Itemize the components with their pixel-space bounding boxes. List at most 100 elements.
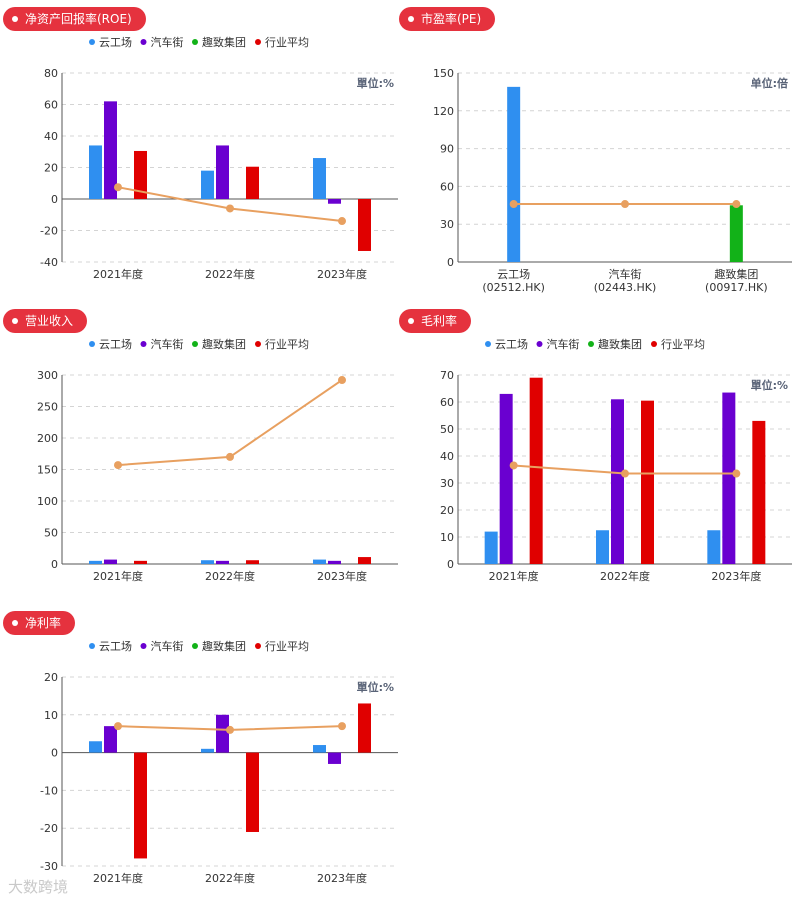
gross-bar-s1-c1 <box>611 399 624 564</box>
roe-legend-label-0: 云工场 <box>99 35 132 49</box>
pe-xtick-0: 云工场(02512.HK) <box>482 267 545 294</box>
gross-legend-label-3: 行业平均 <box>661 338 705 351</box>
gross-ytick-5: 50 <box>440 423 454 436</box>
roe-xtick-0: 2021年度 <box>93 267 143 281</box>
net-legend-label-0: 云工场 <box>99 639 132 653</box>
roe-legend[interactable]: 云工场 汽车街 趣致集团 行业平均 <box>89 35 309 49</box>
gross-margin-title-pill: 毛利率 <box>399 309 472 333</box>
revenue-bar-s3-c2 <box>358 557 371 564</box>
revenue-ytick-3: 150 <box>37 464 58 477</box>
gross-legend-label-2: 趣致集团 <box>598 337 642 351</box>
pe-bar-2 <box>729 205 743 262</box>
gross-avg-point-2 <box>732 469 741 478</box>
roe-ytick-2: 0 <box>51 193 58 206</box>
net-legend-dot-3 <box>255 643 261 649</box>
roe-bar-s0-c2 <box>313 158 326 199</box>
roe-bar-s3-c0 <box>134 150 147 199</box>
net-ytick-5: 20 <box>44 671 58 684</box>
net-xtick-1: 2022年度 <box>205 871 255 885</box>
gross-bar-s3-c0 <box>529 377 543 564</box>
roe-legend-label-1: 汽车街 <box>151 35 184 49</box>
gross-xtick-2: 2023年度 <box>711 569 761 583</box>
revenue-avg-point-0 <box>114 461 122 470</box>
roe-ytick-4: 40 <box>44 130 58 143</box>
revenue-legend-label-2: 趣致集团 <box>202 337 246 351</box>
net-ytick-1: -20 <box>40 822 58 835</box>
net-bar-s3-c0 <box>134 752 147 859</box>
roe-legend-dot-1 <box>140 39 147 45</box>
roe-ytick-3: 20 <box>44 162 58 175</box>
pe-xtick-1: 汽车街(02443.HK) <box>594 267 657 294</box>
roe-bar-s0-c0 <box>89 145 102 199</box>
revenue-xtick-0: 2021年度 <box>93 569 143 583</box>
revenue-chart-panel: 营业收入 云工场 汽车街 趣致集团 行业平均 0 50 100 150 200 250 300 202… <box>0 302 398 602</box>
gross-legend-label-0: 云工场 <box>495 337 528 351</box>
pe-avg-point-2 <box>732 200 741 209</box>
revenue-legend-dot-2 <box>192 341 198 347</box>
gross-legend[interactable]: 云工场 汽车街 趣致集团 行业平均 <box>485 337 705 351</box>
gross-ytick-4: 40 <box>440 450 454 463</box>
revenue-ytick-4: 200 <box>37 432 58 445</box>
net-margin-chart-svg: 云工场 汽车街 趣致集团 行业平均 -30 -20 -10 0 10 20 單位:% 2021年度 20… <box>40 639 398 885</box>
gross-ytick-6: 60 <box>440 396 454 409</box>
gross-margin-chart-panel: 毛利率 云工场 汽车街 趣致集团 行业平均 0 10 20 30 40 50 60 70 單位:% 202… <box>396 302 792 602</box>
pe-ytick-1: 30 <box>440 218 454 231</box>
gross-legend-dot-3 <box>651 341 657 347</box>
gross-margin-chart-svg: 云工场 汽车街 趣致集团 行业平均 0 10 20 30 40 50 60 70 單位:% 2021年度 2… <box>440 337 792 583</box>
gross-bar-s0-c0 <box>484 531 498 564</box>
revenue-ytick-0: 0 <box>51 558 58 571</box>
roe-ytick-1: -20 <box>40 225 58 238</box>
roe-bar-s1-c1 <box>216 145 229 199</box>
net-bar-s1-c1 <box>216 714 229 753</box>
roe-unit-label: 單位:% <box>357 76 394 90</box>
revenue-legend-label-3: 行业平均 <box>265 338 309 351</box>
net-bar-s3-c2 <box>358 703 371 753</box>
revenue-xtick-2: 2023年度 <box>317 569 367 583</box>
net-legend-label-1: 汽车街 <box>151 639 184 653</box>
gross-avg-point-1 <box>621 469 629 478</box>
pe-ytick-5: 150 <box>433 67 454 80</box>
net-legend-dot-2 <box>192 643 198 649</box>
gross-bar-s3-c2 <box>752 420 766 564</box>
roe-avg-point-2 <box>338 217 346 226</box>
gross-legend-dot-1 <box>536 341 543 347</box>
roe-legend-label-3: 行业平均 <box>265 36 309 49</box>
net-ytick-4: 10 <box>44 709 58 722</box>
roe-bar-s0-c1 <box>201 170 214 199</box>
pe-chart-panel: 市盈率(PE) 0 30 60 90 120 150 单位:倍 云工场(02512.HK) 汽车… <box>396 0 792 300</box>
roe-xtick-1: 2022年度 <box>205 267 255 281</box>
roe-bar-s1-c2 <box>328 199 341 204</box>
pe-avg-point-0 <box>509 200 518 209</box>
net-bar-s1-c2 <box>328 752 341 764</box>
revenue-title-pill: 营业收入 <box>3 309 88 333</box>
net-ytick-0: -30 <box>40 860 58 873</box>
revenue-avg-point-2 <box>338 376 346 385</box>
revenue-legend[interactable]: 云工场 汽车街 趣致集团 行业平均 <box>89 337 309 351</box>
pe-xtick-2: 趣致集团(00917.HK) <box>705 267 768 294</box>
net-avg-point-0 <box>114 722 122 731</box>
net-avg-point-2 <box>338 722 346 731</box>
gross-legend-label-1: 汽车街 <box>547 337 580 351</box>
revenue-ytick-6: 300 <box>37 369 58 382</box>
revenue-bar-s1-c0 <box>104 559 117 564</box>
revenue-legend-label-1: 汽车街 <box>151 337 184 351</box>
gross-ytick-0: 0 <box>447 558 454 571</box>
roe-avg-line <box>117 186 343 223</box>
net-legend[interactable]: 云工场 汽车街 趣致集团 行业平均 <box>89 639 309 653</box>
pe-ytick-2: 60 <box>440 180 454 193</box>
roe-bar-s3-c2 <box>358 199 371 251</box>
gross-avg-point-0 <box>509 461 518 470</box>
gross-ytick-3: 30 <box>440 477 454 490</box>
pe-unit-label: 单位:倍 <box>751 76 788 90</box>
net-legend-dot-0 <box>89 643 95 649</box>
gross-ytick-2: 20 <box>440 504 454 517</box>
roe-chart-panel: 净资产回报率(ROE) 云工场 汽车街 趣致集团 行业平均 -40 -20 0 20 40 60 8… <box>0 0 398 300</box>
roe-chart-svg: 云工场 汽车街 趣致集团 行业平均 -40 -20 0 20 40 60 80 單位:% 2021年度 2… <box>40 35 398 281</box>
net-xtick-0: 2021年度 <box>93 871 143 885</box>
revenue-avg-point-1 <box>226 452 234 461</box>
watermark: 大数跨境 <box>8 878 69 896</box>
revenue-bar-s3-c1 <box>246 560 259 564</box>
roe-title-pill: 净资产回报率(ROE) <box>3 7 146 31</box>
net-margin-title-pill: 净利率 <box>3 611 76 635</box>
